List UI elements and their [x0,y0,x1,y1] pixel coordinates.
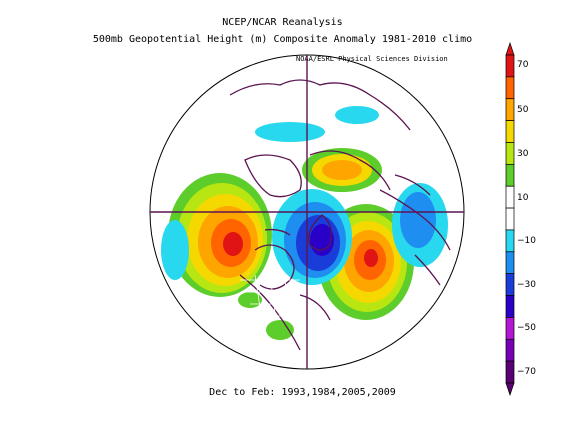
colorbar-swatch [505,207,515,231]
colorbar-label: 70 [517,60,529,70]
colorbar-swatch [505,76,515,100]
page-title: NCEP/NCAR Reanalysis [222,17,343,28]
colorbar-swatch [505,185,515,209]
colorbar-label: −70 [517,367,536,377]
anomaly-patch [335,106,379,124]
east-asia-negative [392,183,448,267]
colorbar-label: 50 [517,105,529,115]
anomaly-patch [161,220,189,280]
colorbar-label: 10 [517,193,529,203]
colorbar-label: −50 [517,323,536,333]
colorbar-swatch [505,295,515,318]
colorbar-label: −30 [517,280,536,290]
north-pacific-positive [168,173,272,297]
siberia-positive [302,148,382,192]
colorbar-swatch [505,98,515,121]
colorbar-swatch [505,251,515,275]
colorbar-swatch [505,338,515,362]
colorbar-swatch [505,54,515,78]
political-borders [240,274,305,321]
colorbar-bottom-arrow [505,382,515,397]
anomaly-field [161,79,451,351]
page-subtitle: 500mb Geopotential Height (m) Composite … [92,34,473,45]
colorbar-swatch [505,120,515,143]
credit-text: NOAA/ESRL Physical Sciences Division [296,55,448,63]
colorbar-swatch [505,142,515,165]
colorbar-swatch [505,229,515,253]
colorbar-label: 30 [517,149,529,159]
colorbar-swatch [505,360,515,384]
colorbar-swatch [505,317,515,340]
colorbar-top-arrow [505,41,515,56]
colorbar-swatch [505,163,515,187]
anomaly-patch [266,320,294,340]
coastlines [229,79,451,351]
footer-text: Dec to Feb: 1993,1984,2005,2009 [209,387,396,398]
colorbar-label: −10 [517,236,536,246]
colorbar-swatch [505,273,515,296]
